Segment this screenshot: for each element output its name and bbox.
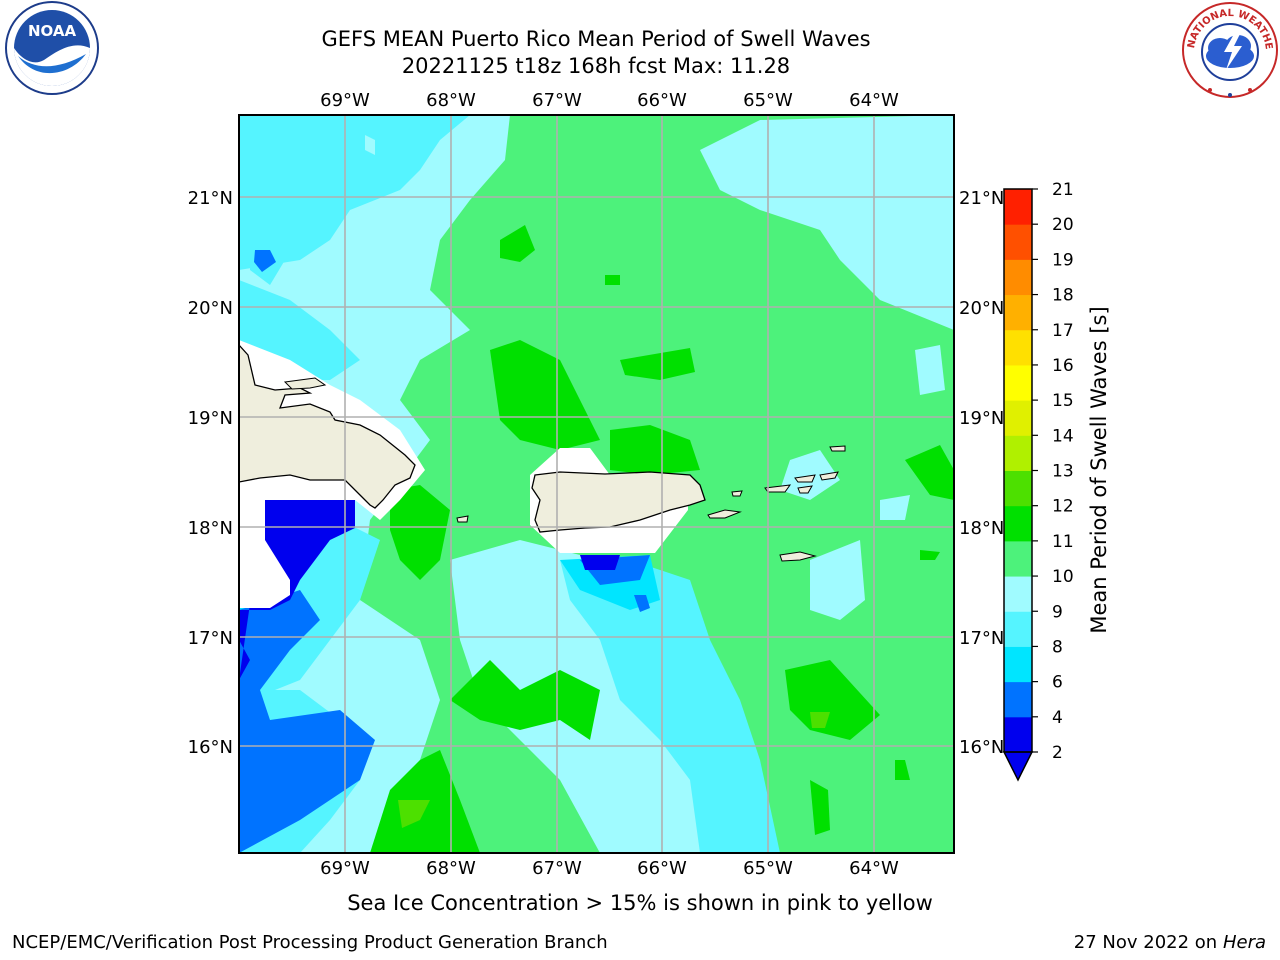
period-contours: [239, 115, 954, 853]
colorbar-segment: [1004, 329, 1032, 366]
colorbar-tick-label: 14: [1052, 426, 1074, 446]
colorbar-tick-label: 19: [1052, 250, 1074, 270]
lat-label-left: 16°N: [188, 737, 233, 758]
footer-date: 27 Nov 2022 on Hera: [1074, 932, 1266, 953]
colorbar-segment: [1004, 540, 1032, 577]
lon-label-bottom: 65°W: [743, 858, 793, 879]
colorbar-segment: [1004, 400, 1032, 436]
colorbar-segment: [1004, 224, 1032, 260]
colorbar-segment: [1004, 294, 1032, 331]
colorbar-segment: [1004, 189, 1032, 225]
lon-label-top: 68°W: [426, 90, 476, 111]
colorbar: 2 4 6 8 9 10 11 12 13 14 15 16 17 18 19 20 21: [1002, 180, 1074, 782]
lon-label-top: 65°W: [743, 90, 793, 111]
colorbar-tick-label: 13: [1052, 462, 1074, 482]
colorbar-tick-label: 15: [1052, 391, 1074, 411]
colorbar-extend-arrow: [1002, 751, 1034, 782]
lat-label-left: 19°N: [188, 408, 233, 429]
nws-logo-icon: NATIONAL WEATHER SERVICE: [1180, 0, 1278, 98]
colorbar-segment: [1004, 364, 1032, 401]
svg-text:NOAA: NOAA: [28, 22, 77, 40]
lat-label-right: 17°N: [959, 628, 1004, 649]
lon-label-bottom: 64°W: [849, 858, 899, 879]
lat-label-right: 18°N: [959, 518, 1004, 539]
lat-label-right: 21°N: [959, 188, 1004, 209]
colorbar-segment: [1004, 470, 1032, 507]
colorbar-tick-label: 9: [1052, 602, 1063, 622]
colorbar-segment: [1004, 435, 1032, 471]
lat-label-right: 20°N: [959, 298, 1004, 319]
lon-label-bottom: 67°W: [532, 858, 582, 879]
noaa-logo-icon: NOAA: [5, 1, 99, 95]
colorbar-segment: [1004, 716, 1032, 753]
colorbar-segment: [1004, 505, 1032, 542]
lon-label-bottom: 69°W: [320, 858, 370, 879]
lat-label-right: 19°N: [959, 408, 1004, 429]
colorbar-tick-label: 20: [1052, 215, 1074, 235]
lat-label-left: 21°N: [188, 188, 233, 209]
colorbar-label: Mean Period of Swell Waves [s]: [1087, 306, 1111, 633]
colorbar-tick-label: 11: [1052, 532, 1074, 552]
footer-branch: NCEP/EMC/Verification Post Processing Pr…: [12, 932, 608, 953]
lat-label-left: 17°N: [188, 628, 233, 649]
colorbar-tick-label: 10: [1052, 567, 1074, 587]
lon-label-top: 66°W: [637, 90, 687, 111]
colorbar-tick-label: 18: [1052, 286, 1074, 306]
colorbar-tick-label: 8: [1052, 637, 1063, 657]
map-frame: [238, 114, 955, 854]
colorbar-tick-label: 12: [1052, 497, 1074, 517]
footer-date-text: 27 Nov 2022 on: [1073, 932, 1218, 953]
lon-label-top: 64°W: [849, 90, 899, 111]
lat-label-right: 16°N: [959, 737, 1004, 758]
lon-label-bottom: 66°W: [637, 858, 687, 879]
colorbar-tick-label: 4: [1052, 708, 1063, 728]
colorbar-tick-label: 17: [1052, 321, 1074, 341]
colorbar-segment: [1004, 576, 1032, 612]
colorbar-segment: [1004, 646, 1032, 683]
map-title-line1: GEFS MEAN Puerto Rico Mean Period of Swe…: [321, 27, 871, 51]
colorbar-tick-label: 6: [1052, 673, 1063, 693]
sea-ice-note: Sea Ice Concentration > 15% is shown in …: [347, 891, 933, 915]
lat-label-left: 18°N: [188, 518, 233, 539]
colorbar-segment: [1004, 611, 1032, 647]
lon-label-top: 67°W: [532, 90, 582, 111]
colorbar-tick-label: 2: [1052, 743, 1063, 763]
footer-host: Hera: [1222, 932, 1266, 953]
colorbar-tick-label: 16: [1052, 356, 1074, 376]
graticule: [239, 115, 954, 853]
lon-label-top: 69°W: [320, 90, 370, 111]
lat-label-left: 20°N: [188, 298, 233, 319]
lon-label-bottom: 68°W: [426, 858, 476, 879]
colorbar-segment: [1004, 681, 1032, 718]
colorbar-segment: [1004, 259, 1032, 296]
colorbar-tick-label: 21: [1052, 180, 1074, 200]
map-title-line2: 20221125 t18z 168h fcst Max: 11.28: [401, 54, 791, 78]
